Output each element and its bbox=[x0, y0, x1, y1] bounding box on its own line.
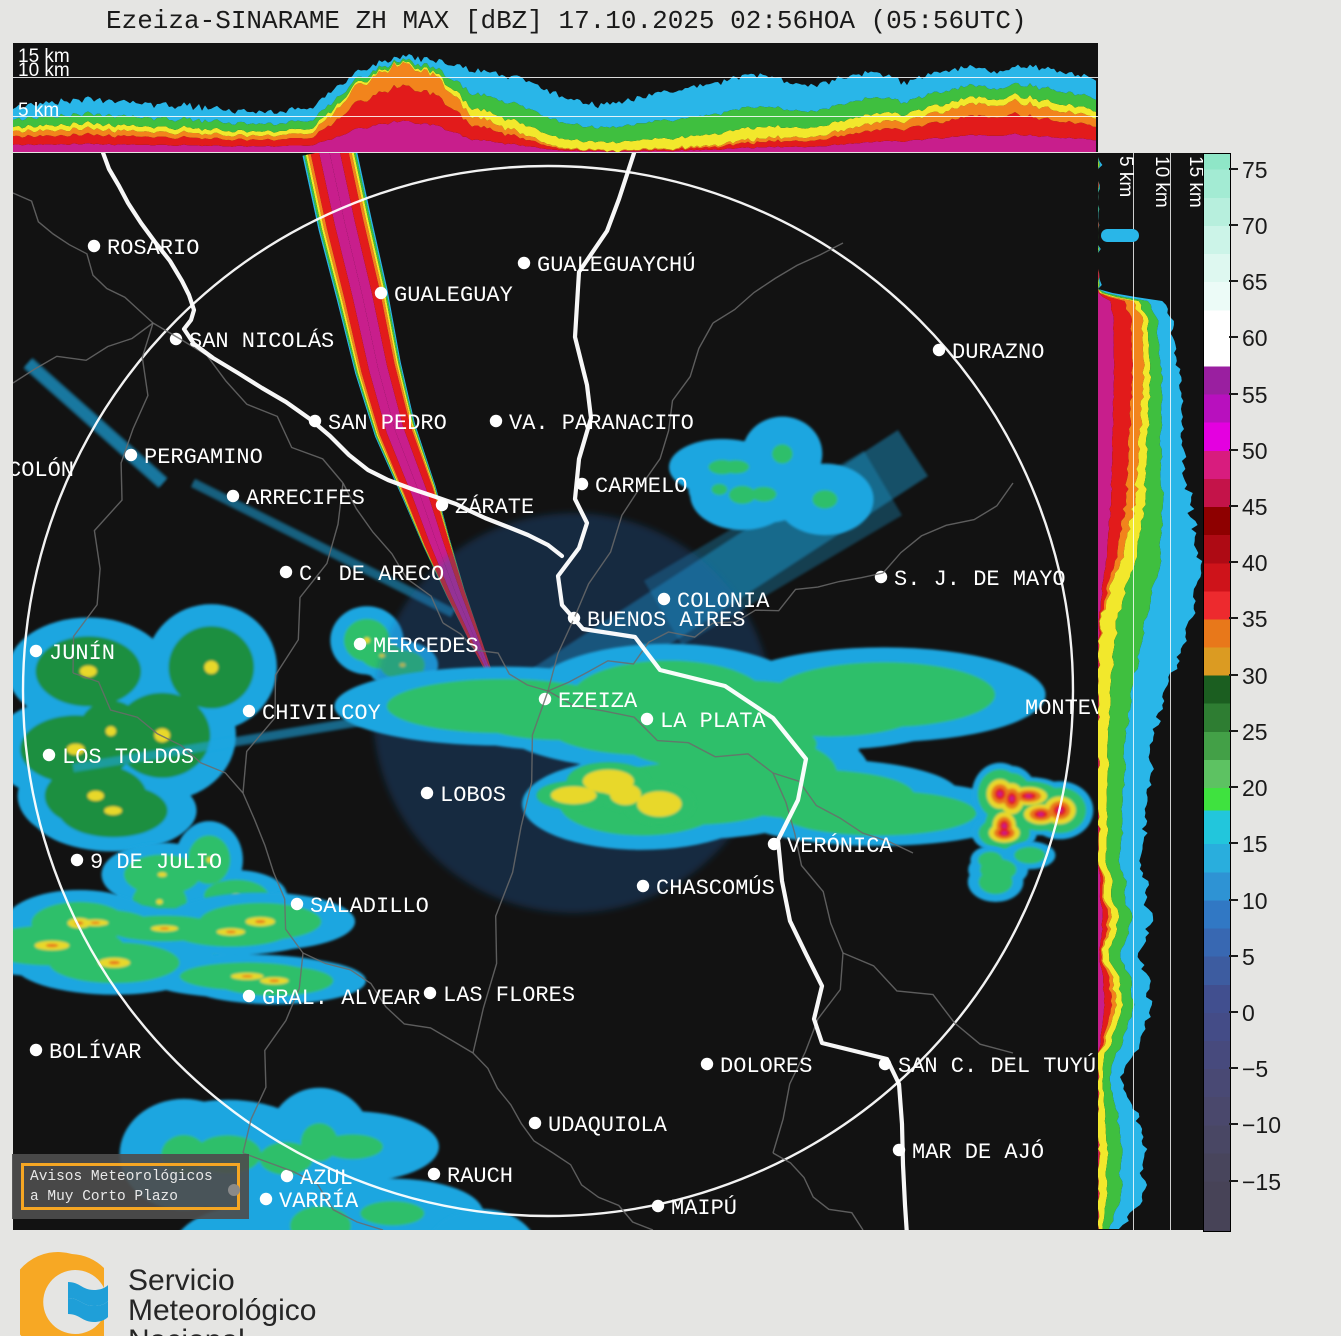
svg-text:Nacional: Nacional bbox=[128, 1324, 245, 1336]
svg-text:Servicio: Servicio bbox=[128, 1264, 235, 1297]
svg-text:Meteorológico: Meteorológico bbox=[128, 1294, 316, 1327]
